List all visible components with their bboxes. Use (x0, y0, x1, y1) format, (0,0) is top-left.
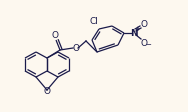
Text: O: O (43, 86, 51, 96)
Text: O: O (73, 43, 80, 53)
Text: O: O (140, 39, 148, 47)
Text: O: O (52, 30, 58, 40)
Text: N: N (130, 28, 138, 38)
Text: Cl: Cl (89, 16, 99, 26)
Text: O: O (140, 19, 148, 28)
Text: +: + (134, 26, 140, 32)
Text: −: − (145, 42, 151, 48)
